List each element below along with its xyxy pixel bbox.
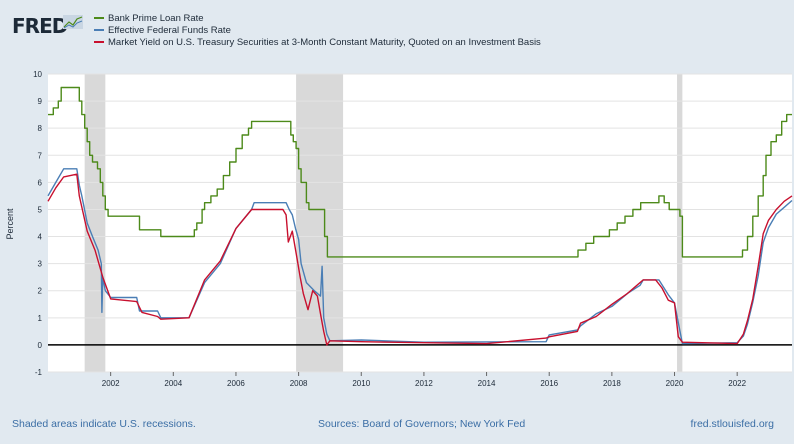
legend-swatch-tbill bbox=[94, 41, 104, 44]
recession-band bbox=[677, 74, 683, 372]
y-tick-label: 3 bbox=[38, 260, 43, 269]
legend-swatch-prime bbox=[94, 17, 104, 20]
x-tick-label: 2004 bbox=[164, 379, 182, 388]
x-tick-label: 2020 bbox=[666, 379, 684, 388]
y-tick-label: 6 bbox=[38, 178, 43, 187]
recession-band bbox=[296, 74, 344, 372]
x-tick-label: 2022 bbox=[728, 379, 746, 388]
y-tick-label: 10 bbox=[33, 70, 42, 79]
legend-item-tbill[interactable]: Market Yield on U.S. Treasury Securities… bbox=[94, 37, 541, 49]
x-tick-label: 2008 bbox=[290, 379, 308, 388]
x-axis-ticks: 2002 2004 2006 2008 2010 2012 2014 2016 2018 2020… bbox=[102, 372, 747, 388]
recession-note: Shaded areas indicate U.S. recessions. bbox=[12, 418, 196, 430]
legend-item-prime[interactable]: Bank Prime Loan Rate bbox=[94, 13, 541, 25]
series-line-tbill bbox=[47, 173, 793, 346]
series-line-fedfunds bbox=[47, 168, 793, 345]
x-tick-label: 2010 bbox=[352, 379, 370, 388]
site-link[interactable]: fred.stlouisfed.org bbox=[690, 418, 774, 430]
y-tick-label: 5 bbox=[38, 205, 43, 214]
chart-legend: Bank Prime Loan Rate Effective Federal F… bbox=[94, 13, 541, 49]
y-tick-label: 8 bbox=[38, 124, 43, 133]
legend-item-fedfunds[interactable]: Effective Federal Funds Rate bbox=[94, 25, 541, 37]
x-tick-label: 2018 bbox=[603, 379, 621, 388]
x-tick-label: 2002 bbox=[102, 379, 120, 388]
x-tick-label: 2014 bbox=[478, 379, 496, 388]
legend-label-prime: Bank Prime Loan Rate bbox=[108, 13, 204, 24]
plot-area bbox=[48, 74, 792, 372]
legend-label-fedfunds: Effective Federal Funds Rate bbox=[108, 25, 231, 36]
series-line-prime bbox=[48, 86, 792, 258]
y-tick-label: 1 bbox=[38, 314, 43, 323]
y-tick-label: -1 bbox=[35, 368, 43, 377]
y-tick-label: 2 bbox=[38, 287, 43, 296]
recession-shading bbox=[84, 74, 683, 372]
x-tick-label: 2012 bbox=[415, 379, 433, 388]
y-axis-label: Percent bbox=[5, 208, 15, 240]
legend-swatch-fedfunds bbox=[94, 29, 104, 32]
chart-header: FRED Bank Prime Loan Rate Effective Fede… bbox=[0, 0, 794, 62]
x-tick-label: 2006 bbox=[227, 379, 245, 388]
x-tick-label: 2016 bbox=[540, 379, 558, 388]
y-tick-label: 0 bbox=[38, 341, 43, 350]
legend-label-tbill: Market Yield on U.S. Treasury Securities… bbox=[108, 37, 541, 48]
y-tick-label: 4 bbox=[38, 233, 43, 242]
y-axis-ticks: -1 0 1 2 3 4 5 6 7 8 9 10 bbox=[33, 70, 42, 377]
chart-line-icon bbox=[63, 15, 83, 29]
y-tick-label: 7 bbox=[38, 151, 43, 160]
fred-logo[interactable]: FRED bbox=[12, 14, 68, 38]
y-tick-label: 9 bbox=[38, 97, 43, 106]
sources-note: Sources: Board of Governors; New York Fe… bbox=[318, 418, 526, 430]
series-lines bbox=[47, 86, 793, 346]
